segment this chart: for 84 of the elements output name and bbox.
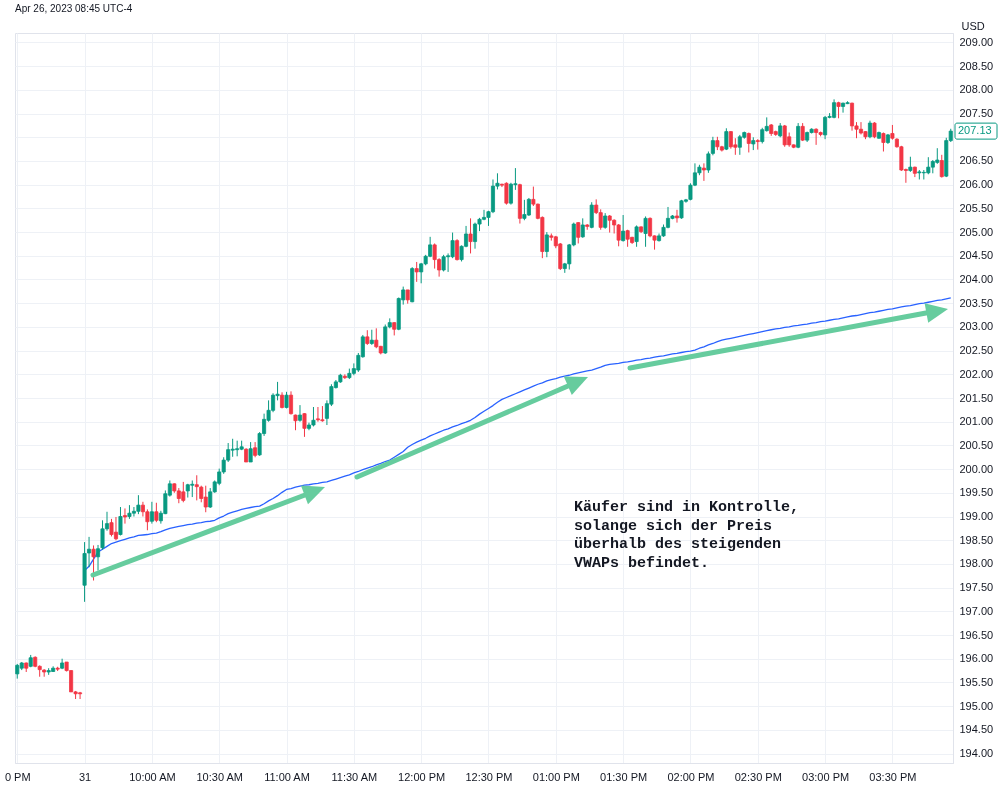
x-tick-label: 01:30 PM bbox=[600, 770, 648, 783]
candlestick bbox=[939, 154, 944, 179]
x-tick-label: 10:30 AM bbox=[196, 770, 243, 783]
candlestick bbox=[136, 494, 141, 515]
candlestick bbox=[643, 215, 648, 248]
candlestick bbox=[414, 261, 419, 283]
y-tick-label: 202.50 bbox=[959, 344, 994, 357]
y-tick-label: 208.00 bbox=[959, 83, 994, 96]
y-tick-label: 204.00 bbox=[959, 272, 994, 285]
x-tick-label: 12:30 PM bbox=[465, 770, 513, 783]
y-tick-label: 209.00 bbox=[959, 35, 994, 48]
candlestick bbox=[91, 544, 96, 581]
y-tick-label: 200.50 bbox=[959, 438, 994, 451]
y-tick-label: 196.00 bbox=[959, 652, 994, 665]
y-tick-label: 205.50 bbox=[959, 201, 994, 214]
candlestick bbox=[621, 214, 626, 243]
y-tick-label: 201.50 bbox=[959, 391, 994, 404]
y-tick-label: 194.00 bbox=[959, 747, 994, 760]
y-tick-label: 207.50 bbox=[959, 107, 994, 120]
candlestick bbox=[814, 127, 819, 146]
x-tick-label: 02:00 PM bbox=[667, 770, 715, 783]
y-tick-label: 205.00 bbox=[959, 225, 994, 238]
candlestick bbox=[823, 115, 828, 140]
candlestick bbox=[118, 506, 123, 536]
candlestick bbox=[841, 102, 846, 114]
y-tick-label: 197.50 bbox=[959, 581, 994, 594]
x-tick-label: 10:00 AM bbox=[129, 770, 176, 783]
y-tick-label: 203.00 bbox=[959, 320, 994, 333]
candlestick bbox=[297, 404, 302, 423]
candlestick bbox=[634, 224, 639, 248]
candlestick bbox=[522, 199, 527, 221]
candlestick bbox=[302, 412, 307, 438]
candlestick bbox=[473, 222, 478, 250]
candlestick bbox=[149, 501, 154, 525]
x-tick-label: 31 bbox=[78, 770, 92, 783]
candlestick bbox=[701, 162, 706, 182]
x-tick-label: 12:00 PM bbox=[398, 770, 446, 783]
y-tick-label: 206.00 bbox=[959, 178, 994, 191]
x-tick-label: 03:00 PM bbox=[802, 770, 850, 783]
y-axis-title: USD bbox=[961, 19, 985, 32]
candlestick bbox=[850, 102, 855, 132]
y-tick-label: 199.00 bbox=[959, 510, 994, 523]
annotation: 207.13 bbox=[958, 124, 992, 137]
annotation: Käufer sind in Kontrolle, solange sich der Preis überhalb des steigenden VWAPs befindet. bbox=[574, 499, 800, 572]
x-tick-label: 11:00 AM bbox=[264, 770, 310, 783]
y-tick-label: 199.50 bbox=[959, 486, 994, 499]
candlestick bbox=[504, 181, 509, 206]
x-tick-label: 03:30 PM bbox=[869, 770, 917, 783]
y-tick-label: 195.50 bbox=[959, 675, 994, 688]
x-tick-label: 11:30 AM bbox=[331, 770, 378, 783]
candlestick bbox=[544, 231, 549, 258]
y-tick-label: 194.50 bbox=[959, 723, 994, 736]
y-tick-label: 198.50 bbox=[959, 533, 994, 546]
candlestick bbox=[468, 217, 473, 254]
y-tick-label: 208.50 bbox=[959, 59, 994, 72]
candlestick bbox=[181, 481, 186, 503]
y-tick-label: 195.00 bbox=[959, 699, 994, 712]
y-tick-label: 204.50 bbox=[959, 249, 994, 262]
y-tick-label: 202.00 bbox=[959, 367, 994, 380]
chart-subtitle: Apr 26, 2023 08:45 UTC-4 bbox=[15, 3, 133, 14]
x-tick-label: 02:30 PM bbox=[734, 770, 782, 783]
candlestick bbox=[589, 201, 594, 229]
candlestick bbox=[122, 507, 127, 525]
candlestick bbox=[755, 138, 760, 151]
candlestick bbox=[248, 441, 253, 463]
candlestick bbox=[526, 197, 531, 217]
y-tick-label: 201.00 bbox=[959, 415, 994, 428]
y-tick-label: 197.00 bbox=[959, 604, 994, 617]
y-tick-label: 196.50 bbox=[959, 628, 994, 641]
y-tick-label: 203.50 bbox=[959, 296, 994, 309]
candlestick bbox=[576, 221, 581, 244]
candlestick bbox=[455, 238, 460, 262]
x-tick-label: 0 PM bbox=[4, 770, 31, 783]
candlestick bbox=[616, 223, 621, 247]
candlestick bbox=[580, 217, 585, 239]
candlestick bbox=[796, 122, 801, 149]
x-tick-label: 01:00 PM bbox=[532, 770, 580, 783]
candlestick bbox=[203, 485, 208, 513]
candlestick bbox=[154, 502, 159, 523]
y-tick-label: 198.00 bbox=[959, 557, 994, 570]
candlestick bbox=[342, 373, 347, 380]
candlestick bbox=[230, 438, 235, 458]
y-tick-label: 206.50 bbox=[959, 154, 994, 167]
y-tick-label: 200.00 bbox=[959, 462, 994, 475]
